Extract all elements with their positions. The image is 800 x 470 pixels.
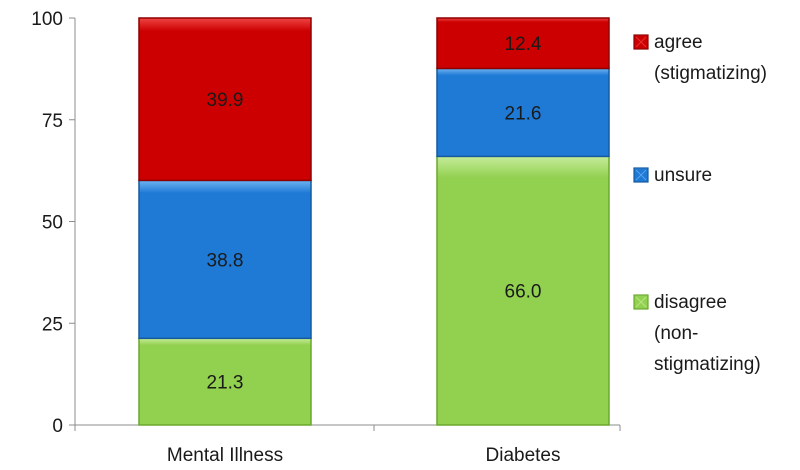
y-tick-label: 100	[31, 9, 63, 30]
data-label: 21.6	[505, 103, 542, 124]
bar-segment	[138, 337, 312, 426]
legend-label: agree	[654, 32, 703, 53]
bars	[138, 17, 610, 426]
data-label: 38.8	[207, 250, 244, 271]
legend-swatch-mark	[635, 296, 647, 308]
y-tick-label: 50	[42, 213, 63, 234]
legend-label: (non-	[654, 323, 698, 344]
legend: agree (stigmatizing) unsure disagree (non-st…	[633, 32, 767, 375]
data-label: 12.4	[505, 34, 542, 55]
bar-segment	[436, 17, 610, 70]
bar-segment	[436, 67, 610, 158]
x-category-label: Diabetes	[486, 445, 561, 466]
legend-label: unsure	[654, 165, 712, 186]
y-tick-label: 25	[42, 314, 63, 335]
legend-label: stigmatizing)	[654, 354, 761, 375]
legend-label: disagree	[654, 292, 727, 313]
axes: 0 25 50 75 100 Mental Illness Diabetes	[31, 9, 621, 466]
data-label: 66.0	[505, 282, 542, 303]
x-category-label: Mental Illness	[167, 445, 283, 466]
data-labels: 21.3 38.8 39.9 66.0 21.6 12.4	[207, 34, 542, 393]
bar-segment	[436, 155, 610, 426]
legend-swatch-mark	[635, 36, 647, 48]
y-tick-label: 0	[52, 416, 63, 437]
bar-segment	[138, 179, 312, 340]
legend-swatch-mark	[635, 169, 647, 181]
data-label: 39.9	[207, 90, 244, 111]
legend-label: (stigmatizing)	[654, 63, 767, 84]
bar-segment	[138, 17, 312, 182]
data-label: 21.3	[207, 373, 244, 394]
y-tick-label: 75	[42, 111, 63, 132]
